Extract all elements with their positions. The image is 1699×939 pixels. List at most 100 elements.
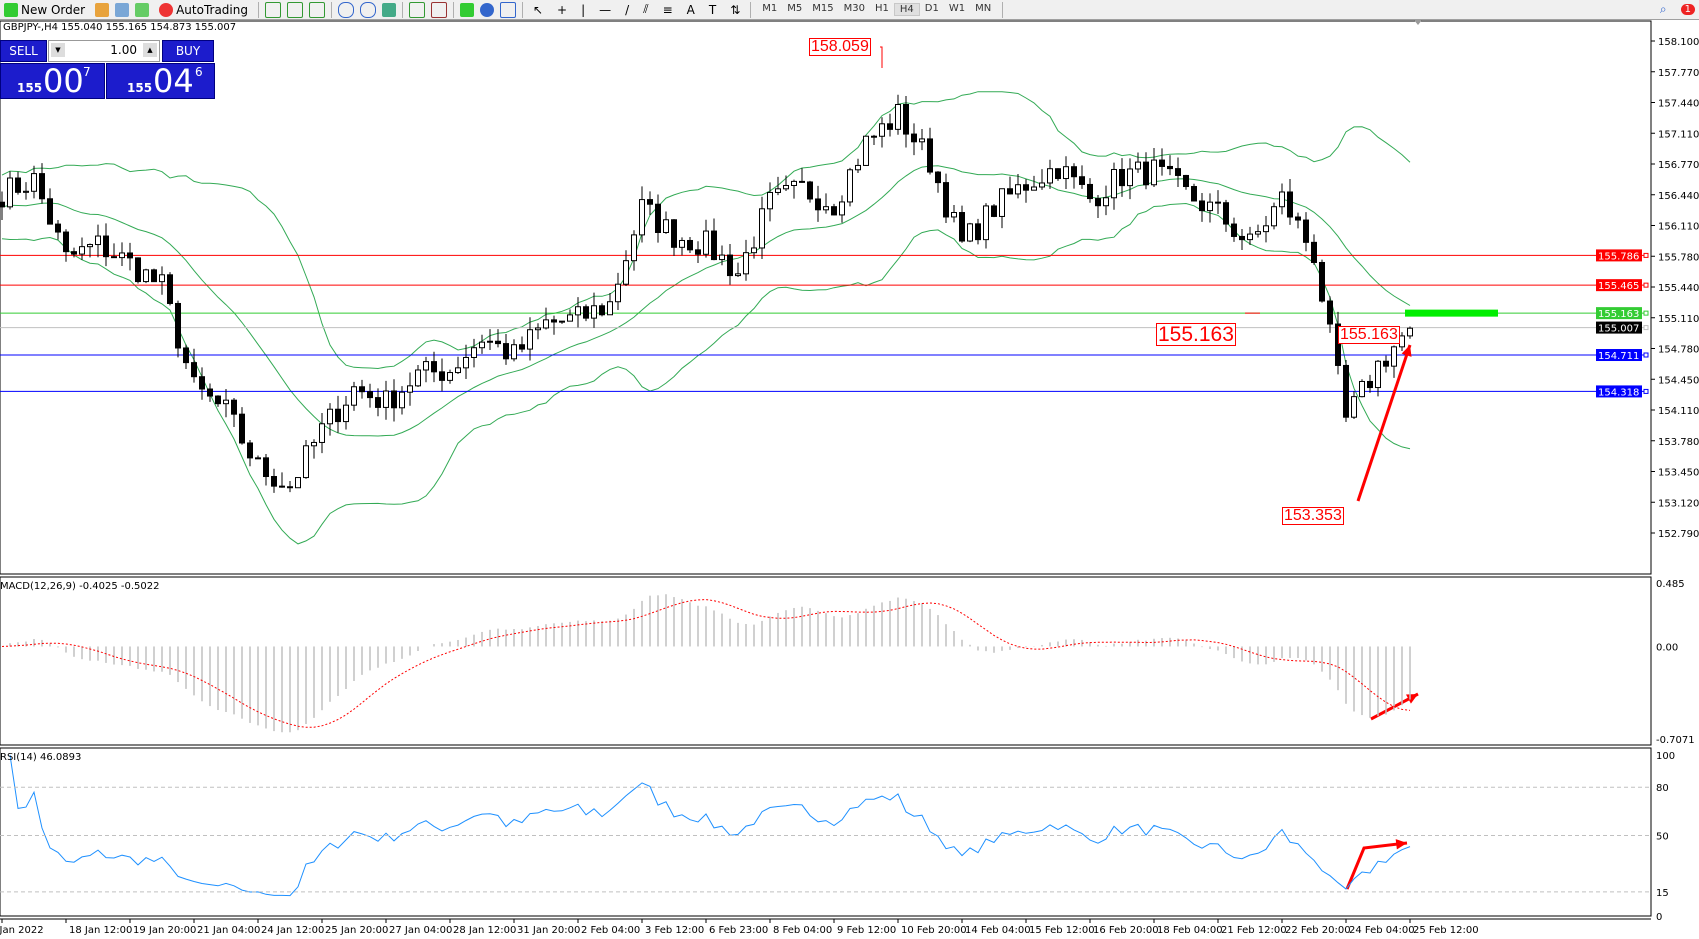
- timeframe-m15[interactable]: M15: [812, 3, 834, 14]
- candle: [415, 369, 421, 387]
- trendline-icon[interactable]: /: [625, 2, 630, 17]
- timeframe-h1[interactable]: H1: [874, 3, 889, 14]
- time-tick-label: 2 Feb 04:00: [581, 925, 640, 936]
- indicators-icon[interactable]: [459, 2, 474, 17]
- candle: [615, 283, 621, 303]
- text-label-icon[interactable]: T: [708, 2, 717, 17]
- arrows-icon[interactable]: ⇅: [730, 2, 741, 17]
- zoom-out-icon[interactable]: [359, 1, 376, 18]
- timeframe-m5[interactable]: M5: [787, 3, 803, 14]
- time-tick-label: 28 Jan 12:00: [453, 925, 516, 936]
- periods-icon[interactable]: [479, 2, 494, 17]
- timeframe-m30[interactable]: M30: [843, 3, 865, 14]
- candle: [127, 252, 133, 259]
- candle: [423, 361, 429, 371]
- price-tick-label: 158.100: [1658, 37, 1699, 48]
- candle: [791, 180, 797, 186]
- line-chart-icon[interactable]: [308, 1, 325, 18]
- macd-label: MACD(12,26,9) -0.4025 -0.5022: [0, 581, 160, 592]
- lot-input[interactable]: 1.00: [110, 43, 137, 57]
- candle: [431, 361, 437, 373]
- candle: [1375, 360, 1381, 389]
- candle: [607, 301, 613, 316]
- candle: [231, 399, 237, 415]
- sell-button[interactable]: SELL: [0, 40, 47, 62]
- candle: [639, 199, 645, 236]
- candle: [959, 212, 965, 242]
- price-tick-label: 153.120: [1658, 498, 1699, 509]
- chart-shift-marker-icon: [1414, 20, 1422, 25]
- candle: [1207, 201, 1213, 212]
- buy-button[interactable]: BUY: [162, 40, 214, 62]
- timeframe-m1[interactable]: M1: [762, 3, 778, 14]
- chart-canvas[interactable]: 158.100 157.770 157.440 157.110 156.770 156.4…: [0, 20, 1699, 939]
- navigator-icon[interactable]: [115, 2, 130, 17]
- line-handle: [1643, 352, 1649, 358]
- price-tick-label: 155.440: [1658, 283, 1699, 294]
- equidistant-channel-icon[interactable]: ⫽: [643, 2, 649, 16]
- search-icon[interactable]: ⌕: [1659, 2, 1667, 16]
- candlestick-icon[interactable]: [286, 1, 303, 18]
- new-order-button[interactable]: New Order: [0, 1, 89, 19]
- high-price-label[interactable]: 158.059: [809, 38, 871, 56]
- candle: [1359, 380, 1365, 398]
- price-badge: [1596, 385, 1642, 398]
- auto-scroll-icon[interactable]: [408, 1, 425, 18]
- tile-windows-icon[interactable]: [381, 2, 396, 17]
- lot-decrease-icon[interactable]: ▼: [51, 43, 65, 57]
- time-tick-label: 18 Jan 12:00: [69, 925, 132, 936]
- candle: [447, 372, 453, 381]
- crosshair-icon[interactable]: +: [557, 2, 568, 17]
- timeframe-d1[interactable]: D1: [924, 3, 939, 14]
- fibonacci-icon[interactable]: ≡: [662, 2, 673, 17]
- cursor-icon[interactable]: ↖: [532, 2, 544, 17]
- horizontal-line-icon[interactable]: —: [599, 2, 612, 17]
- low-price-label[interactable]: 153.353: [1282, 507, 1344, 525]
- price-tick-label: 155.110: [1658, 314, 1699, 325]
- candle: [1287, 191, 1293, 218]
- divider: [1002, 1, 1004, 18]
- level-label-right[interactable]: 155.163: [1338, 326, 1400, 344]
- timeframe-h4[interactable]: H4: [893, 3, 920, 16]
- bar-chart-icon[interactable]: [264, 1, 281, 18]
- timeframe-w1[interactable]: W1: [948, 3, 966, 14]
- rsi-pane: [0, 747, 1652, 917]
- divider: [330, 1, 332, 18]
- autotrading-button[interactable]: AutoTrading: [155, 1, 252, 19]
- candle: [255, 457, 261, 460]
- chart-shift-icon[interactable]: [430, 1, 447, 18]
- lot-stepper[interactable]: ▼ 1.00 ▲: [48, 40, 160, 62]
- candle: [583, 306, 589, 319]
- vertical-line-icon[interactable]: |: [581, 2, 586, 17]
- candle: [1271, 206, 1277, 227]
- level-label-left[interactable]: 155.163: [1156, 323, 1236, 346]
- time-tick-label: 24 Jan 12:00: [261, 925, 324, 936]
- candle: [631, 234, 637, 262]
- macd-pane: [0, 576, 1652, 746]
- price-badge: [1596, 279, 1642, 292]
- signals-icon[interactable]: [135, 2, 150, 17]
- time-tick-label: 14 Feb 04:00: [965, 925, 1031, 936]
- candle: [247, 442, 253, 459]
- candle: [95, 235, 101, 246]
- price-tick-label: 155.780: [1658, 252, 1699, 263]
- timeframe-mn[interactable]: MN: [975, 3, 992, 14]
- time-tick-label: 7 Jan 2022: [0, 925, 44, 936]
- candle: [135, 257, 141, 283]
- time-tick-label: 16 Feb 20:00: [1093, 925, 1159, 936]
- candle: [1343, 364, 1349, 418]
- sell-price[interactable]: 155 00 7: [0, 62, 105, 100]
- notifications-icon[interactable]: 1: [1677, 1, 1699, 19]
- candle: [375, 397, 381, 408]
- candle: [1127, 168, 1133, 187]
- candle: [455, 367, 461, 374]
- candle: [967, 223, 973, 242]
- metaeditor-icon[interactable]: [95, 2, 110, 17]
- text-icon[interactable]: A: [686, 2, 695, 17]
- lot-increase-icon[interactable]: ▲: [143, 43, 157, 57]
- price-trend-arrow: [1356, 344, 1412, 502]
- macd-signal-line: [1, 599, 1411, 728]
- zoom-in-icon[interactable]: [337, 1, 354, 18]
- templates-icon[interactable]: [499, 1, 516, 18]
- buy-price[interactable]: 155 04 6: [106, 62, 215, 100]
